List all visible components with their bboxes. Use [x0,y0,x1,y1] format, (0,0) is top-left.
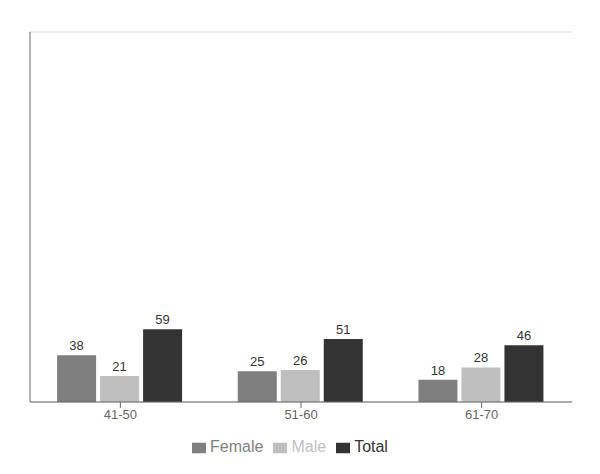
svg-text:38: 38 [69,338,83,353]
svg-text:25: 25 [250,354,264,369]
svg-text:21: 21 [112,359,126,374]
svg-text:26: 26 [293,353,307,368]
svg-text:51: 51 [336,322,350,337]
svg-text:18: 18 [431,363,445,378]
svg-text:28: 28 [474,350,488,365]
html-text:Total: Total [354,438,388,455]
svg-text:59: 59 [155,312,169,327]
svg-text:41-50: 41-50 [104,407,137,422]
html-text:Male: Male [291,438,327,455]
svg-text:46: 46 [517,328,531,343]
svg-text:51-60: 51-60 [284,407,317,422]
svg-text:61-70: 61-70 [465,407,498,422]
html-text:Female: Female [210,438,264,455]
